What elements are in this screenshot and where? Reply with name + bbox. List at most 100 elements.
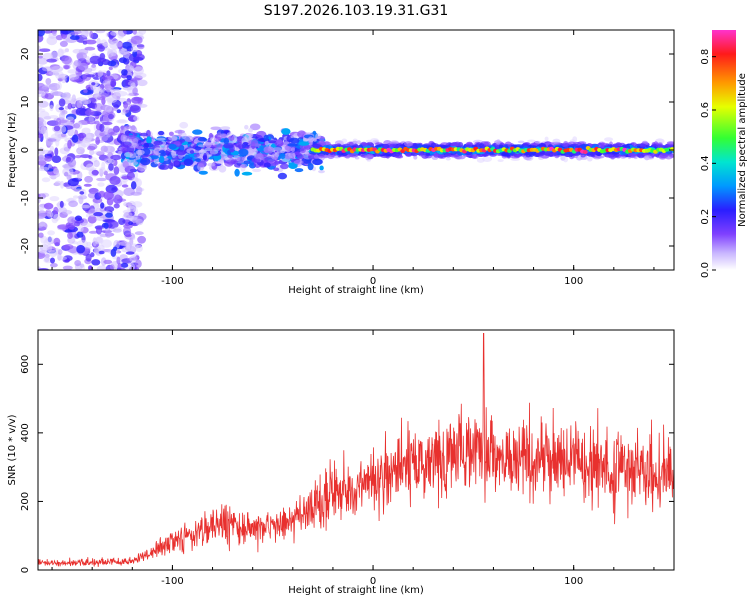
- heatmap-cell-473: [66, 116, 75, 121]
- heatmap-cell-522: [67, 178, 79, 187]
- heatmap-cell-3388: [404, 141, 413, 147]
- heatmap-cell-112: [96, 38, 101, 46]
- heatmap-cell-1746: [281, 128, 291, 135]
- heatmap-cell-750: [103, 191, 114, 200]
- heatmap-cell-1964: [242, 142, 249, 146]
- colorbar-tick-label-0: 0.0: [700, 262, 711, 278]
- heatmap-cell-685: [121, 175, 133, 180]
- heatmap-cell-3183: [464, 144, 472, 148]
- heatmap-cell-390: [85, 39, 97, 45]
- heatmap-cell-706: [39, 250, 51, 254]
- heatmap-cell-463: [137, 97, 143, 106]
- heatmap-cell-3369: [409, 145, 419, 149]
- heatmap-cell-797: [125, 245, 131, 253]
- heatmap-cell-602: [132, 87, 138, 96]
- heatmap-cell-596: [114, 194, 121, 200]
- heatmap-cell-712: [101, 239, 112, 248]
- heatmap-cell-348: [123, 51, 130, 59]
- heatmap-cell-671: [91, 82, 96, 86]
- heatmap-cell-856: [38, 30, 45, 37]
- heatmap-cell-256: [53, 213, 61, 222]
- heatmap-cell-3140: [341, 138, 348, 144]
- heatmap-cell-893: [108, 113, 114, 120]
- heatmap-cell-877: [122, 226, 132, 236]
- heatmap-cell-851: [38, 57, 48, 65]
- heatmap-cell-450: [38, 119, 47, 128]
- heatmap-cell-3007: [563, 156, 569, 163]
- heatmap-cell-700: [93, 86, 103, 96]
- heatmap-cell-792: [89, 55, 102, 65]
- heatmap-cell-882: [67, 223, 76, 230]
- heatmap-cell-899: [58, 78, 63, 82]
- heatmap-cell-905: [179, 121, 189, 129]
- heatmap-cell-1883: [126, 135, 136, 139]
- heatmap-cell-577: [38, 232, 44, 238]
- heatmap-cell-1645: [129, 158, 139, 167]
- heatmap-cell-564: [76, 52, 83, 58]
- heatmap-cell-656: [61, 55, 72, 65]
- heatmap-cell-570: [81, 127, 91, 134]
- heatmap-cell-561: [63, 65, 70, 70]
- heatmap-cell-2992: [572, 136, 578, 143]
- heatmap-cell-658: [38, 73, 43, 82]
- heatmap-cell-737: [96, 177, 107, 182]
- heatmap-cell-403: [121, 111, 127, 115]
- heatmap-cell-1862: [274, 139, 284, 147]
- heatmap-cell-1869: [256, 147, 266, 152]
- heatmap-cell-591: [55, 118, 62, 126]
- heatmap-cell-437: [100, 135, 109, 142]
- heatmap-cell-2956: [450, 141, 459, 148]
- heatmap-cell-867: [38, 166, 50, 172]
- heatmap-cell-521: [58, 98, 66, 107]
- snr-y-axis-label: SNR (10 * v/v): [7, 414, 18, 485]
- heatmap-cell-1785: [192, 129, 203, 135]
- heatmap-cell-881: [48, 174, 58, 179]
- heatmap-cell-3275: [669, 154, 674, 158]
- heatmap-cell-770: [80, 263, 85, 268]
- heatmap-cell-715: [121, 69, 128, 76]
- heatmap-cell-840: [94, 102, 103, 112]
- heatmap-cell-3368: [318, 153, 325, 158]
- heatmap-cell-896: [40, 87, 50, 91]
- heatmap-cell-1947: [121, 141, 132, 148]
- heatmap-cell-408: [46, 211, 54, 218]
- heatmap-cell-333: [132, 56, 144, 61]
- heatmap-cell-529: [104, 229, 112, 238]
- heatmap-cell-844: [113, 246, 118, 251]
- heatmap-cell-846: [97, 57, 107, 63]
- heatmap-cell-806: [123, 211, 133, 219]
- heatmap-cell-1994: [197, 144, 206, 148]
- heatmap-cell-801: [125, 251, 135, 255]
- heatmap-cell-774: [73, 123, 81, 129]
- heatmap-cell-784: [131, 77, 141, 81]
- heatmap-cell-1976: [122, 161, 129, 168]
- heatmap-cell-727: [133, 66, 144, 75]
- heatmap-cell-745: [120, 262, 129, 268]
- heatmap-cell-377: [58, 107, 64, 111]
- heatmap-cell-3288: [418, 150, 424, 157]
- heatmap-cell-223: [38, 210, 47, 219]
- heatmap-cell-626: [54, 147, 59, 156]
- heatmap-cell-610: [85, 56, 90, 64]
- heatmap-cell-830: [60, 180, 65, 189]
- heatmap-cell-534: [44, 156, 53, 162]
- heatmap-cell-863: [104, 127, 112, 134]
- heatmap-cell-853: [112, 228, 122, 233]
- heatmap-cell-210: [126, 93, 135, 97]
- heatmap-cell-617: [39, 48, 51, 52]
- heatmap-cell-3266: [472, 153, 477, 159]
- heatmap-cell-3182: [580, 154, 586, 158]
- heatmap-cell-777: [62, 265, 73, 270]
- heatmap-cell-3380: [655, 144, 664, 148]
- heatmap-cell-1995: [226, 132, 233, 137]
- heatmap-cell-135: [51, 65, 64, 72]
- heatmap-cell-859: [126, 75, 132, 81]
- spectrogram-x-tick-label-1: 0: [370, 276, 376, 287]
- heatmap-cell-1979: [140, 157, 151, 166]
- heatmap-cell-894: [99, 123, 105, 132]
- heatmap-cell-776: [82, 222, 93, 228]
- heatmap-cell-3008: [527, 139, 536, 143]
